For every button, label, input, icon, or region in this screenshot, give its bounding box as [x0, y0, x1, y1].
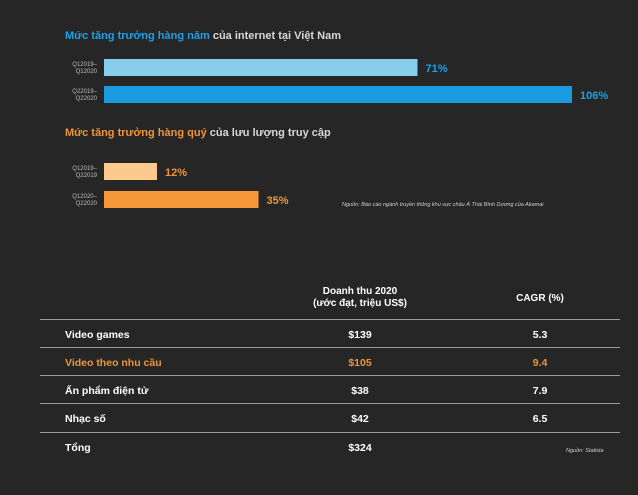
row-revenue: $139	[348, 329, 372, 341]
row-revenue: $324	[348, 442, 372, 454]
bar	[104, 86, 572, 103]
row-name: Tổng	[65, 442, 91, 454]
row-name: Video games	[65, 329, 130, 341]
category-label: Q12020– Q22020	[72, 194, 97, 207]
data-label: 106%	[580, 90, 608, 102]
revenue-column-header: Doanh thu 2020 (ước đạt, triệu US$)	[290, 286, 430, 310]
bar	[104, 59, 418, 76]
row-revenue: $105	[348, 357, 372, 369]
row-name: Nhạc số	[65, 413, 106, 425]
category-label: Q22019– Q22020	[72, 89, 97, 102]
chart2-title-highlight: Mức tăng trưởng hàng quý	[65, 127, 207, 139]
category-label: Q12019– Q12020	[72, 62, 97, 75]
chart1-title: Mức tăng trưởng hàng năm của internet tạ…	[65, 30, 341, 42]
row-name: Ấn phẩm điện tử	[65, 385, 149, 397]
row-cagr: 5.3	[532, 329, 548, 341]
chart2-title-rest: của lưu lượng truy cập	[209, 127, 331, 139]
cagr-column-header: CAGR (%)	[516, 293, 564, 304]
table-row: Video theo nhu cầu $105 9.4	[40, 347, 620, 376]
table-row: Video games $139 5.3	[40, 319, 620, 348]
data-label: 35%	[267, 195, 289, 207]
chart1-title-rest: của internet tại Việt Nam	[212, 30, 341, 42]
data-label: 12%	[165, 167, 187, 179]
revenue-header-line2: (ước đạt, triệu US$)	[313, 298, 407, 309]
chart1-title-highlight: Mức tăng trưởng hàng năm	[65, 30, 210, 42]
row-cagr: 6.5	[532, 413, 548, 425]
table-row: Nhạc số $42 6.5	[40, 403, 620, 432]
row-revenue: $38	[351, 385, 369, 397]
chart2-title: Mức tăng trưởng hàng quý của lưu lượng t…	[65, 127, 331, 139]
table-row: Ấn phẩm điện tử $38 7.9	[40, 375, 620, 404]
source-note-akamai: Nguồn: Báo cáo ngành truyền thông khu vự…	[342, 202, 544, 208]
source-note-statista: Nguồn: Statista	[566, 448, 604, 454]
data-label: 71%	[425, 63, 447, 75]
row-cagr: 7.9	[532, 385, 548, 397]
bar-charts: Q12019– Q12020 71% Q22019– Q22020 106% Q12019–…	[72, 59, 608, 208]
bar	[104, 163, 157, 180]
row-revenue: $42	[351, 413, 369, 425]
category-label: Q12019– Q22019	[72, 166, 97, 179]
row-name: Video theo nhu cầu	[65, 357, 162, 369]
table-row-total: Tổng $324	[40, 432, 620, 461]
bar	[104, 191, 259, 208]
revenue-header-line1: Doanh thu 2020	[322, 286, 398, 297]
row-cagr: 9.4	[532, 357, 548, 369]
